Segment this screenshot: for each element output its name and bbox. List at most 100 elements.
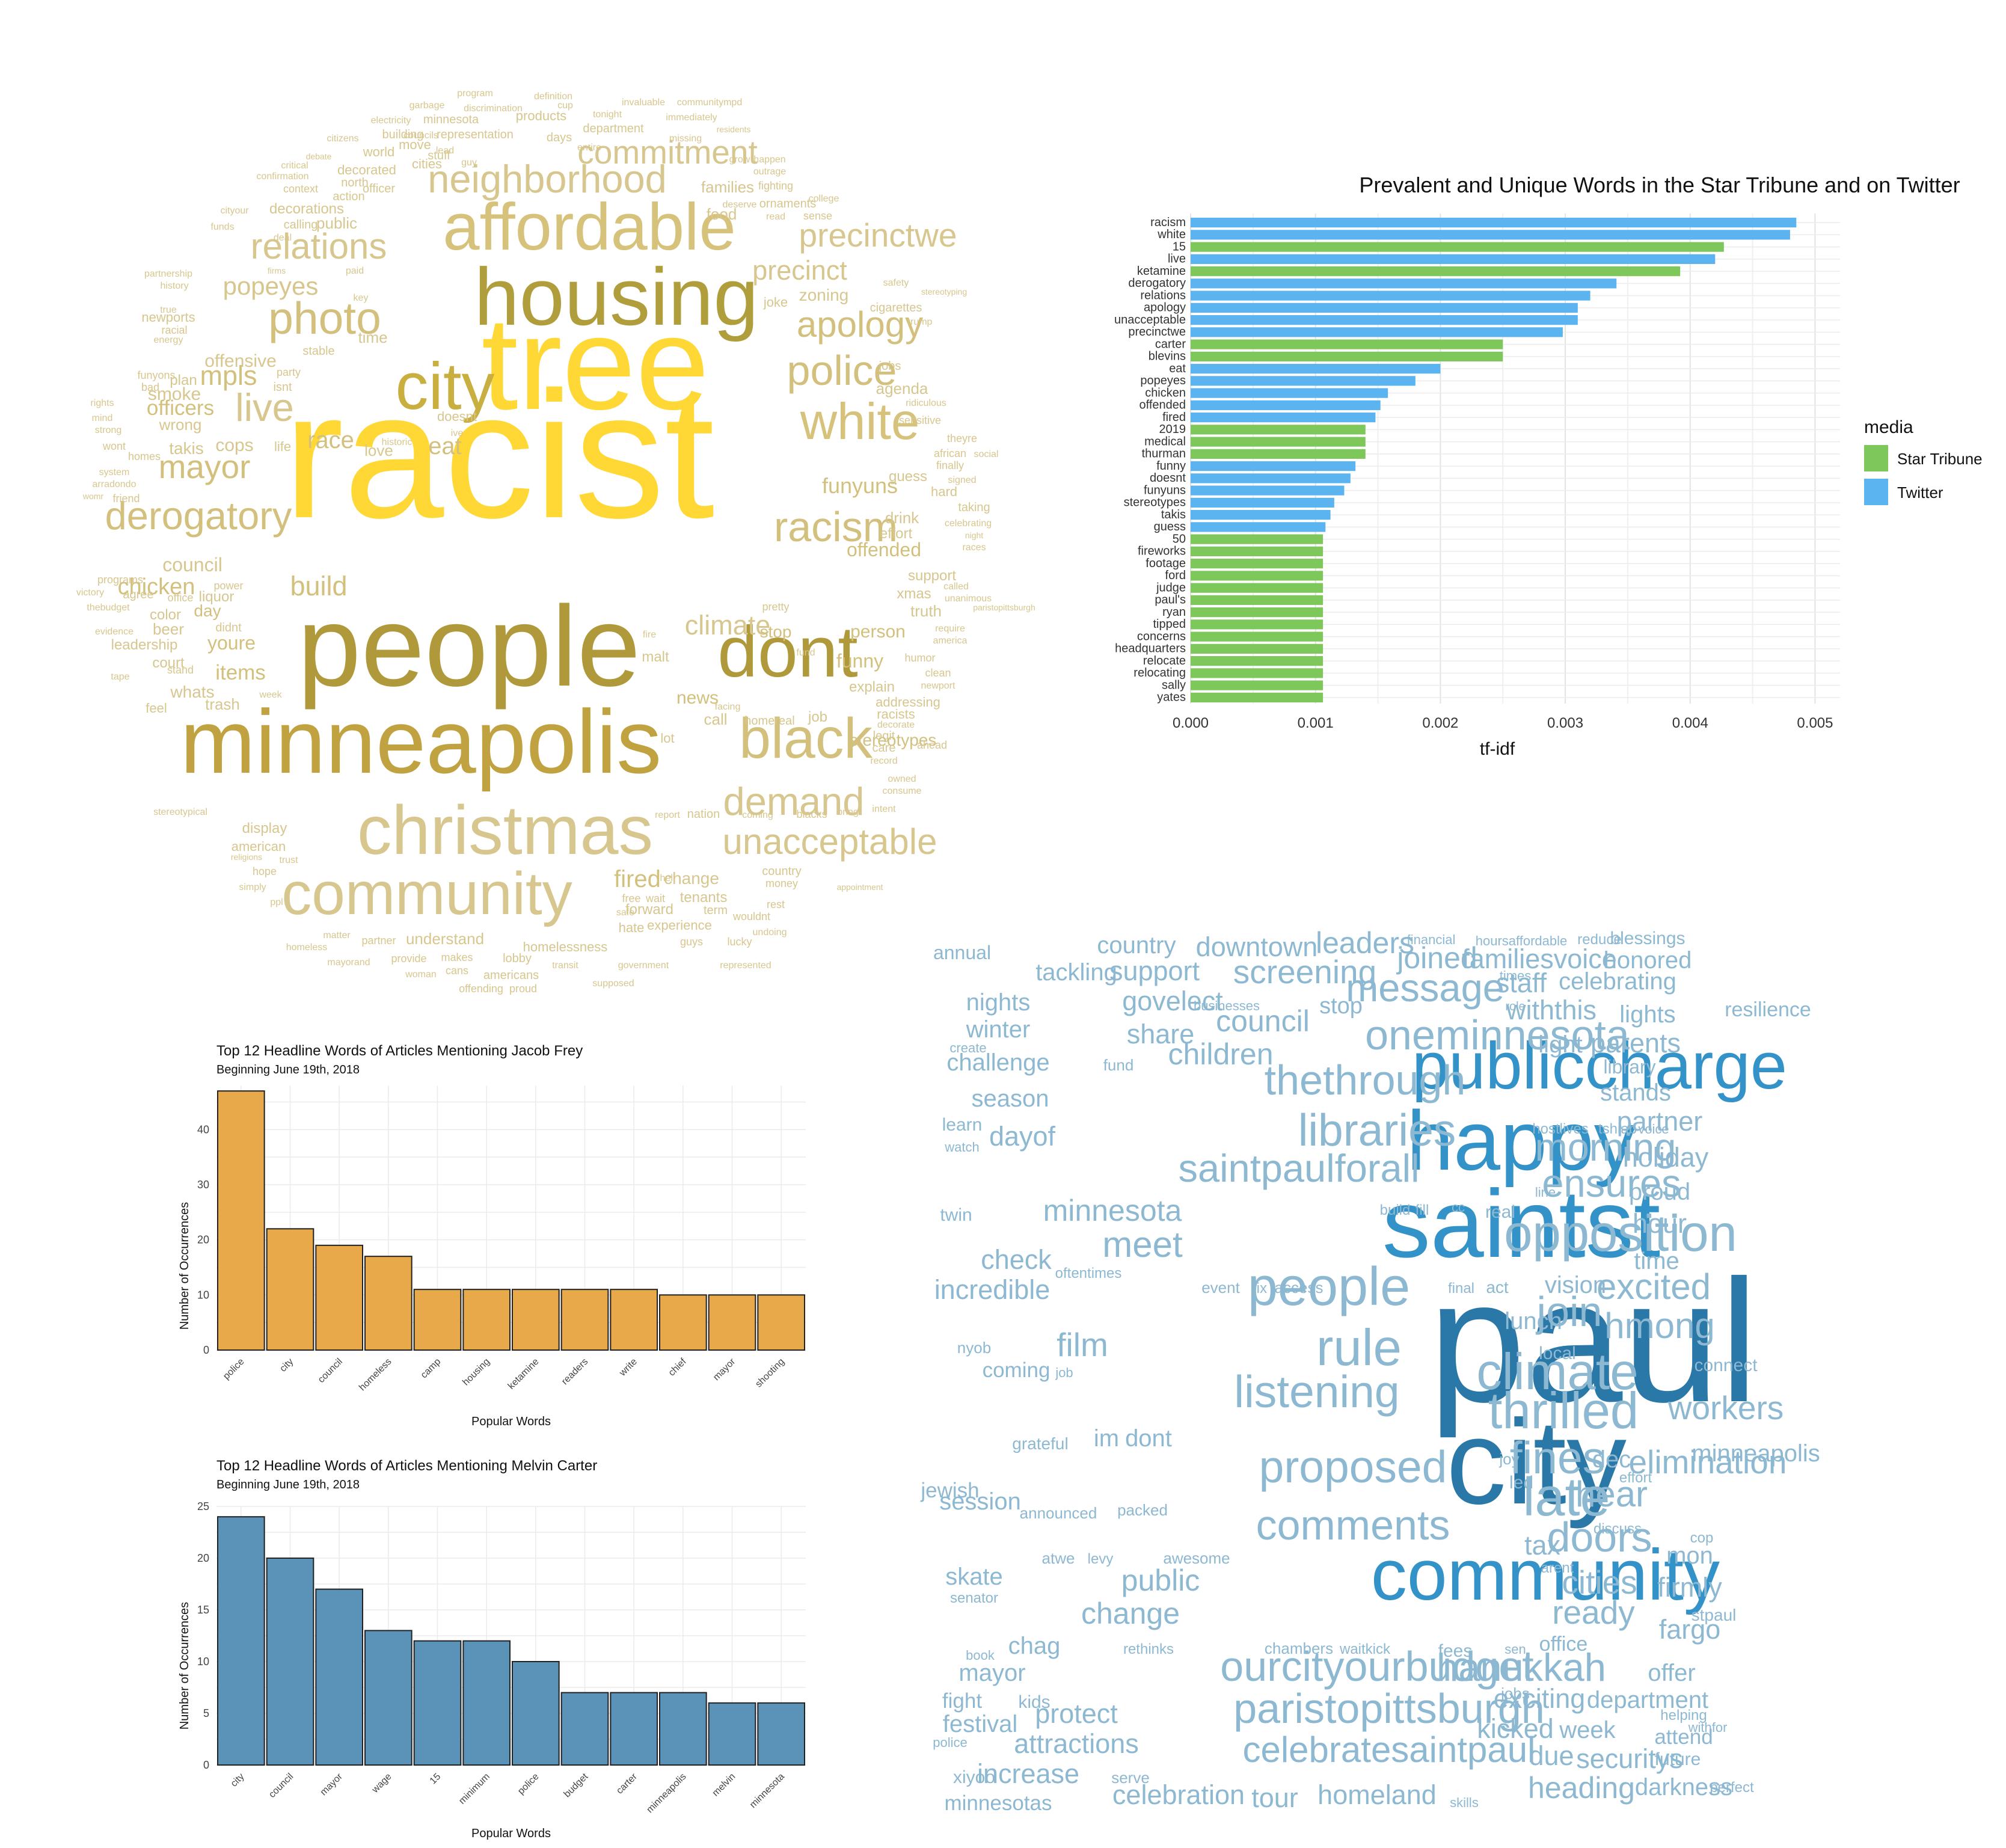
cloud-word: minnesota (1043, 1194, 1182, 1227)
cloud-word: festival (943, 1711, 1018, 1737)
cloud-word: kids (1018, 1692, 1050, 1712)
cloud-word: trust (279, 855, 298, 865)
cloud-word: supposed (592, 978, 634, 989)
cloud-word: country (762, 865, 802, 878)
cloud-word: council (1216, 1004, 1310, 1038)
cloud-word: citizens (327, 134, 358, 144)
cloud-word: ensures (1542, 1161, 1681, 1205)
cloud-word: paristopittsburgh (1233, 1685, 1545, 1732)
cloud-word: time (358, 328, 387, 346)
cloud-word: wait (645, 892, 665, 904)
cloud-word: celebrating (1559, 968, 1676, 995)
cloud-word: xiyoo (953, 1767, 995, 1787)
cloud-word: holiday (1623, 1142, 1709, 1173)
carter-bar (413, 1640, 462, 1766)
frey-chart-title: Top 12 Headline Words of Articles Mentio… (216, 1043, 583, 1059)
frey-bar-chart: Top 12 Headline Words of Articles Mentio… (178, 1043, 806, 1428)
frey-x-tick: housing (461, 1357, 492, 1388)
cloud-word: wouldnt (732, 910, 770, 922)
tfidf-legend-title: media (1864, 417, 1913, 437)
cloud-word: precinct (752, 255, 847, 286)
cloud-word: create (949, 1040, 986, 1055)
cloud-word: saintst (1382, 1170, 1660, 1277)
cloud-word: undoing (753, 927, 787, 938)
cloud-word: public (1121, 1564, 1200, 1597)
frey-x-tick: police (221, 1357, 247, 1382)
cloud-word: african (934, 447, 966, 459)
cloud-word: light (1538, 1031, 1582, 1058)
cloud-word: final (1448, 1280, 1474, 1297)
tfidf-category-label: funyuns (1144, 483, 1186, 497)
cloud-word: agree (123, 588, 153, 601)
frey-x-tick: mayor (711, 1356, 738, 1383)
cloud-word: white (800, 393, 919, 450)
frey-bar (560, 1289, 609, 1351)
cloud-word: bring (837, 807, 859, 817)
tfidf-bar (1191, 656, 1324, 666)
cloud-word: withfor (1688, 1720, 1728, 1735)
cloud-word: workers (1667, 1389, 1784, 1426)
cloud-word: facing (715, 702, 741, 712)
carter-y-tick: 0 (203, 1759, 209, 1771)
tfidf-bar (1191, 619, 1324, 630)
cloud-word: heading (1528, 1771, 1635, 1805)
cloud-word: term (704, 904, 728, 917)
cloud-word: housing (474, 251, 759, 342)
cloud-word: offensive (204, 351, 277, 371)
cloud-word: thethrough (1265, 1057, 1466, 1104)
frey-y-tick: 30 (197, 1179, 209, 1191)
tfidf-category-label: relations (1140, 289, 1186, 302)
cloud-word: strong (95, 425, 121, 435)
cloud-word: precinctwe (799, 216, 957, 254)
frey-bar (315, 1244, 363, 1351)
cloud-word: derogatory (105, 494, 292, 538)
cloud-word: homeland (1317, 1779, 1437, 1810)
cloud-word: days (547, 131, 572, 144)
cloud-word: theyre (947, 432, 977, 444)
frey-x-tick: shooting (753, 1357, 787, 1390)
cloud-word: invaluable (622, 97, 665, 108)
cloud-word: senator (950, 1590, 998, 1606)
cloud-word: climate (1476, 1343, 1638, 1401)
cloud-word: announced (1020, 1504, 1097, 1522)
cloud-word: youre (207, 632, 256, 654)
tfidf-category-label: ryan (1162, 606, 1186, 619)
tfidf-category-label: doesnt (1150, 471, 1186, 485)
cloud-word: helping (1660, 1707, 1707, 1724)
cloud-word: council (162, 554, 222, 576)
tfidf-bar (1191, 339, 1503, 349)
carter-chart-subtitle: Beginning June 19th, 2018 (216, 1478, 360, 1491)
cloud-word: paristopittsburgh (973, 603, 1035, 612)
cloud-word: saintpaulforall (1178, 1146, 1419, 1190)
cloud-word: mayor (159, 448, 251, 485)
cloud-word: officer (363, 182, 395, 195)
cloud-word: community (1371, 1535, 1720, 1615)
tfidf-bar (1191, 522, 1326, 532)
tfidf-x-axis-label: tf-idf (1480, 739, 1515, 759)
cloud-word: decorations (269, 201, 344, 217)
cloud-word: winter (966, 1016, 1031, 1043)
cloud-word: call (704, 710, 727, 728)
cloud-word: honored (1604, 947, 1692, 974)
cloud-word: dont (1125, 1425, 1172, 1452)
cloud-word: job (1055, 1365, 1073, 1380)
cloud-word: change (1081, 1597, 1180, 1630)
cloud-word: fire (643, 630, 656, 640)
cloud-word: office (1539, 1633, 1588, 1656)
cloud-word: nights (966, 989, 1031, 1016)
cloud-word: stands (1600, 1079, 1671, 1106)
cloud-word: life (274, 439, 291, 454)
cloud-word: person (850, 622, 906, 642)
carter-bar (610, 1692, 658, 1766)
cloud-word: cityour (220, 206, 249, 216)
cloud-word: safe (616, 907, 634, 918)
cloud-word: dayof (989, 1121, 1056, 1152)
cloud-word: takis (169, 439, 204, 458)
cloud-word: connect (1694, 1355, 1758, 1375)
cloud-word: tackling (1035, 959, 1117, 986)
tfidf-category-label: yates (1157, 691, 1186, 704)
cloud-word: line (1535, 1185, 1556, 1200)
cloud-word: photo (268, 293, 381, 343)
cloud-word: energy (154, 335, 183, 345)
cloud-word: rethinks (1123, 1641, 1174, 1657)
